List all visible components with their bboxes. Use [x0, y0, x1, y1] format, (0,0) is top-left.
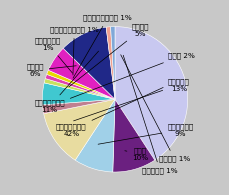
- Text: ガラペゴスザメ
11%: ガラペゴスザメ 11%: [34, 51, 98, 113]
- Wedge shape: [106, 27, 114, 99]
- Text: イタチザメ
13%: イタチザメ 13%: [73, 78, 189, 121]
- Text: ヨゴレ
10%: ヨゴレ 10%: [124, 147, 148, 161]
- Text: ハナザメ 1%: ハナザメ 1%: [120, 55, 189, 162]
- Wedge shape: [112, 99, 154, 172]
- Text: クロトガリザメ
42%: クロトガリザメ 42%: [56, 88, 162, 137]
- Text: ニタリ 2%: ニタリ 2%: [70, 52, 194, 98]
- Text: メジロザメ属
1%: メジロザメ属 1%: [35, 37, 72, 73]
- Wedge shape: [44, 79, 114, 99]
- Wedge shape: [48, 48, 114, 99]
- Wedge shape: [46, 70, 114, 99]
- Text: アオザメ
5%: アオザメ 5%: [69, 23, 149, 87]
- Wedge shape: [44, 99, 114, 160]
- Text: アカシュモクザメ 1%: アカシュモクザメ 1%: [50, 26, 98, 75]
- Wedge shape: [63, 27, 114, 99]
- Text: シロシュモクザメ 1%: シロシュモクザメ 1%: [73, 15, 131, 78]
- Wedge shape: [114, 27, 187, 160]
- Wedge shape: [42, 83, 114, 105]
- Text: メジロザメ 1%: メジロザメ 1%: [123, 55, 177, 174]
- Wedge shape: [75, 99, 114, 172]
- Text: ヨシキリザメ
9%: ヨシキリザメ 9%: [98, 123, 193, 144]
- Wedge shape: [110, 27, 114, 99]
- Text: ドタブカ
6%: ドタブカ 6%: [26, 63, 76, 77]
- Wedge shape: [45, 74, 114, 99]
- Wedge shape: [42, 99, 114, 114]
